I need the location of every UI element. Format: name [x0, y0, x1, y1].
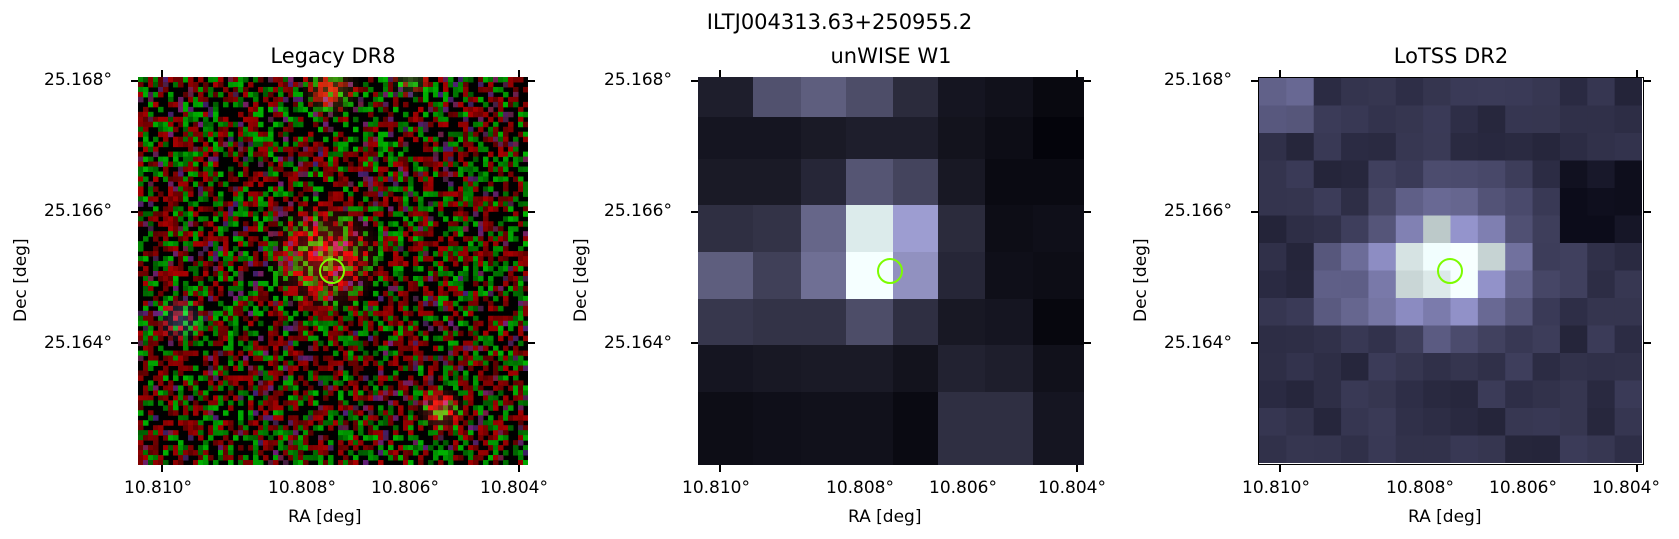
y-tick-label: 25.166° [44, 201, 112, 221]
y-tick [1644, 342, 1651, 344]
panel-title: Legacy DR8 [270, 44, 396, 68]
x-tick-label: 10.806° [1489, 478, 1557, 498]
x-tick-label: 10.804° [1592, 478, 1660, 498]
y-tick-label: 25.164° [44, 333, 112, 353]
x-tick-label: 10.804° [480, 478, 548, 498]
x-tick [719, 70, 721, 77]
x-tick [161, 70, 163, 77]
lotss-dr2-image [1258, 77, 1644, 465]
x-tick [719, 465, 721, 472]
panel-title: unWISE W1 [830, 44, 952, 68]
x-tick [1076, 465, 1078, 472]
y-tick-label: 25.166° [1164, 201, 1232, 221]
x-tick [1076, 70, 1078, 77]
y-tick [1084, 80, 1091, 82]
y-tick-label: 25.164° [1164, 333, 1232, 353]
x-tick [518, 465, 520, 472]
y-tick [1251, 342, 1258, 344]
y-axis-label: Dec [deg] [1131, 238, 1151, 322]
y-tick-label: 25.166° [604, 201, 672, 221]
x-tick [1279, 465, 1281, 472]
x-tick-label: 10.810° [682, 478, 750, 498]
x-tick-label: 10.808° [826, 478, 894, 498]
y-tick [528, 80, 535, 82]
x-tick [1636, 70, 1638, 77]
y-tick [1251, 80, 1258, 82]
y-tick [691, 342, 698, 344]
y-tick-label: 25.168° [604, 70, 672, 90]
y-tick [1084, 342, 1091, 344]
x-axis-label: RA [deg] [848, 507, 922, 527]
x-tick-label: 10.806° [929, 478, 997, 498]
source-marker-circle [877, 258, 903, 284]
x-tick-label: 10.810° [1242, 478, 1310, 498]
y-tick [131, 80, 138, 82]
source-marker-circle [319, 258, 345, 284]
x-tick [1279, 70, 1281, 77]
x-tick-label: 10.810° [124, 478, 192, 498]
y-tick-label: 25.164° [604, 333, 672, 353]
y-tick [691, 80, 698, 82]
y-axis-label: Dec [deg] [571, 238, 591, 322]
x-tick-label: 10.806° [371, 478, 439, 498]
x-tick-label: 10.808° [268, 478, 336, 498]
y-tick-label: 25.168° [1164, 70, 1232, 90]
x-tick-label: 10.804° [1038, 478, 1106, 498]
y-tick [1644, 80, 1651, 82]
source-marker-circle [1437, 258, 1463, 284]
x-tick [1636, 465, 1638, 472]
y-tick-label: 25.168° [44, 70, 112, 90]
y-tick [691, 211, 698, 213]
y-tick [131, 211, 138, 213]
x-axis-label: RA [deg] [1408, 507, 1482, 527]
y-tick [131, 342, 138, 344]
y-tick [528, 342, 535, 344]
x-tick [161, 465, 163, 472]
y-tick [1084, 211, 1091, 213]
panel-title: LoTSS DR2 [1393, 44, 1509, 68]
y-tick [528, 211, 535, 213]
unwise-w1-image [698, 77, 1084, 465]
y-axis-label: Dec [deg] [11, 238, 31, 322]
x-tick-label: 10.808° [1386, 478, 1454, 498]
x-axis-label: RA [deg] [288, 507, 362, 527]
y-tick [1644, 211, 1651, 213]
figure-title: ILTJ004313.63+250955.2 [706, 10, 973, 34]
x-tick [518, 70, 520, 77]
y-tick [1251, 211, 1258, 213]
